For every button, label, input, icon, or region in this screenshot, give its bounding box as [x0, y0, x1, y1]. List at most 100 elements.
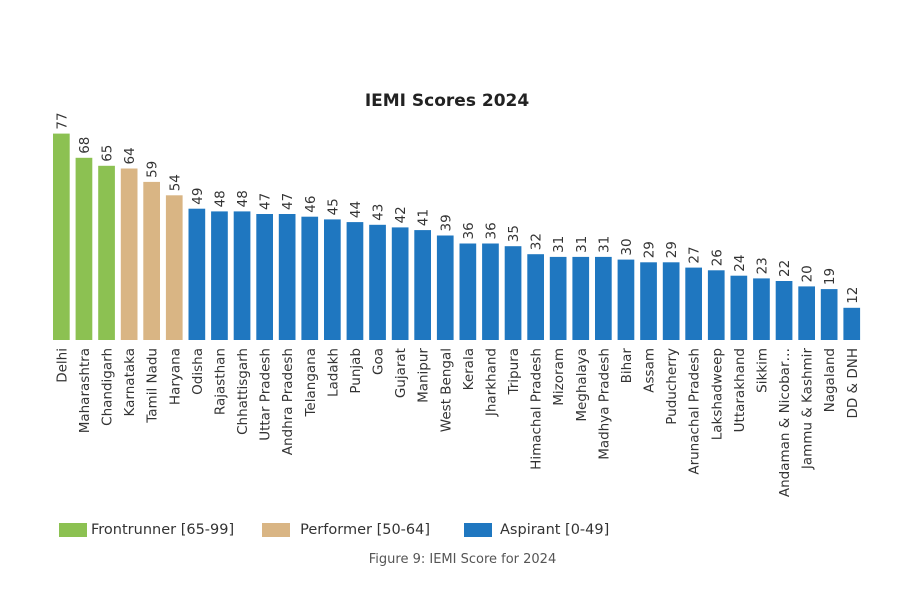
bar-dd-dnh	[843, 307, 861, 340]
legend-label-performer: Performer [50-64]	[300, 522, 431, 538]
value-label-jammu-kashmir: 20	[800, 265, 816, 282]
bar-rajasthan	[211, 211, 228, 340]
bar-bihar	[617, 259, 635, 340]
value-label-assam: 29	[642, 241, 658, 258]
value-label-ladakh: 45	[325, 198, 341, 215]
value-label-madhya-pradesh: 31	[596, 236, 612, 253]
category-label-madhya-pradesh: Madhya Pradesh	[596, 348, 612, 460]
category-label-maharashtra: Maharashtra	[77, 348, 93, 433]
legend-label-aspirant: Aspirant [0-49]	[500, 522, 610, 538]
category-label-goa: Goa	[371, 348, 387, 375]
category-label-nagaland: Nagaland	[822, 348, 838, 412]
value-label-tripura: 35	[506, 225, 522, 242]
bar-assam	[640, 262, 657, 340]
bar-goa	[369, 224, 386, 340]
bar-puducherry	[662, 262, 680, 340]
category-label-telangana: Telangana	[303, 348, 319, 418]
category-label-manipur: Manipur	[416, 348, 432, 403]
legend-item-aspirant: Aspirant [0-49]	[464, 522, 609, 538]
legend-label-frontrunner: Frontrunner [65-99]	[91, 522, 235, 538]
value-label-gujarat: 42	[393, 206, 409, 223]
category-label-assam: Assam	[642, 348, 658, 393]
category-label-jammu-kashmir: Jammu & Kashmir	[800, 348, 816, 471]
bar-maharashtra	[75, 157, 93, 340]
value-label-punjab: 44	[348, 201, 364, 218]
category-label-puducherry: Puducherry	[664, 348, 680, 425]
category-label-dd-dnh: DD & DNH	[845, 348, 861, 419]
category-label-rajasthan: Rajasthan	[212, 348, 228, 415]
value-labels-group: 77 68 65 64 59 54 49 48 48 47 47 46 45 44 43 42 41 39 36 36…	[54, 112, 860, 303]
category-label-sikkim: Sikkim	[754, 348, 770, 393]
value-label-delhi: 77	[54, 112, 70, 129]
value-label-puducherry: 29	[664, 241, 680, 258]
bar-sikkim	[753, 278, 770, 340]
bar-uttar-pradesh	[256, 214, 273, 340]
value-label-andhra-pradesh: 47	[280, 193, 296, 210]
value-label-karnataka: 64	[122, 147, 138, 164]
category-label-jharkhand: Jharkhand	[483, 348, 499, 417]
category-label-lakshadweep: Lakshadweep	[709, 348, 725, 440]
category-label-andhra-pradesh: Andhra Pradesh	[280, 348, 296, 455]
category-labels-group: Delhi Maharashtra Chandigarh Karnataka Tamil…	[54, 348, 860, 498]
bar-tripura	[504, 246, 522, 340]
bar-kerala	[459, 243, 477, 340]
bar-tamil-nadu	[143, 181, 160, 340]
bar-odisha	[188, 208, 206, 340]
bar-jammu-kashmir	[798, 286, 815, 340]
legend-swatch-performer	[262, 523, 291, 537]
value-label-mizoram: 31	[551, 236, 567, 253]
value-label-meghalaya: 31	[574, 236, 590, 253]
value-label-odisha: 49	[190, 188, 206, 205]
bar-haryana	[165, 195, 183, 340]
bar-arunachal-pradesh	[685, 267, 702, 340]
bar-nagaland	[820, 289, 838, 340]
value-label-goa: 43	[371, 204, 387, 221]
category-label-gujarat: Gujarat	[393, 348, 409, 398]
category-label-mizoram: Mizoram	[551, 348, 567, 406]
bar-manipur	[414, 230, 431, 340]
chart-title: IEMI Scores 2024	[365, 91, 530, 111]
legend-swatch-aspirant	[464, 523, 493, 537]
category-label-haryana: Haryana	[167, 348, 183, 405]
category-label-kerala: Kerala	[461, 348, 477, 390]
bar-ladakh	[324, 219, 341, 340]
category-label-karnataka: Karnataka	[122, 348, 138, 416]
legend-item-frontrunner: Frontrunner [65-99]	[59, 522, 234, 538]
value-label-andaman-nicobar: 22	[777, 260, 793, 277]
bar-mizoram	[549, 256, 567, 340]
value-label-jharkhand: 36	[483, 222, 499, 239]
category-label-odisha: Odisha	[190, 348, 206, 395]
category-label-punjab: Punjab	[348, 348, 364, 394]
value-label-uttar-pradesh: 47	[258, 193, 274, 210]
category-label-chhattisgarh: Chhattisgarh	[235, 348, 251, 435]
value-label-uttarakhand: 24	[732, 255, 748, 272]
bar-karnataka	[120, 168, 138, 340]
legend-swatch-frontrunner	[59, 523, 87, 537]
bar-madhya-pradesh	[595, 256, 612, 340]
bar-punjab	[346, 222, 364, 340]
category-label-andaman-nicobar: Andaman & Nicobar…	[777, 348, 793, 497]
category-label-himachal-pradesh: Himachal Pradesh	[529, 348, 545, 470]
bar-lakshadweep	[707, 270, 725, 340]
bar-andhra-pradesh	[278, 214, 296, 340]
value-label-chhattisgarh: 48	[235, 190, 251, 207]
bar-jharkhand	[482, 243, 499, 340]
value-label-lakshadweep: 26	[709, 249, 725, 266]
bar-delhi	[53, 133, 70, 340]
bar-gujarat	[391, 227, 409, 340]
category-label-uttar-pradesh: Uttar Pradesh	[258, 348, 274, 441]
value-label-bihar: 30	[619, 238, 635, 255]
value-label-dd-dnh: 12	[845, 287, 861, 304]
category-label-west-bengal: West Bengal	[438, 348, 454, 432]
bar-chhattisgarh	[233, 211, 251, 340]
legend: Frontrunner [65-99] Performer [50-64] As…	[59, 522, 633, 538]
value-label-kerala: 36	[461, 222, 477, 239]
bar-andaman-nicobar	[775, 281, 793, 340]
value-label-telangana: 46	[303, 196, 319, 213]
category-label-tripura: Tripura	[506, 348, 522, 396]
bar-himachal-pradesh	[527, 254, 544, 340]
value-label-sikkim: 23	[754, 257, 770, 274]
value-label-haryana: 54	[167, 174, 183, 191]
category-label-meghalaya: Meghalaya	[574, 348, 590, 422]
